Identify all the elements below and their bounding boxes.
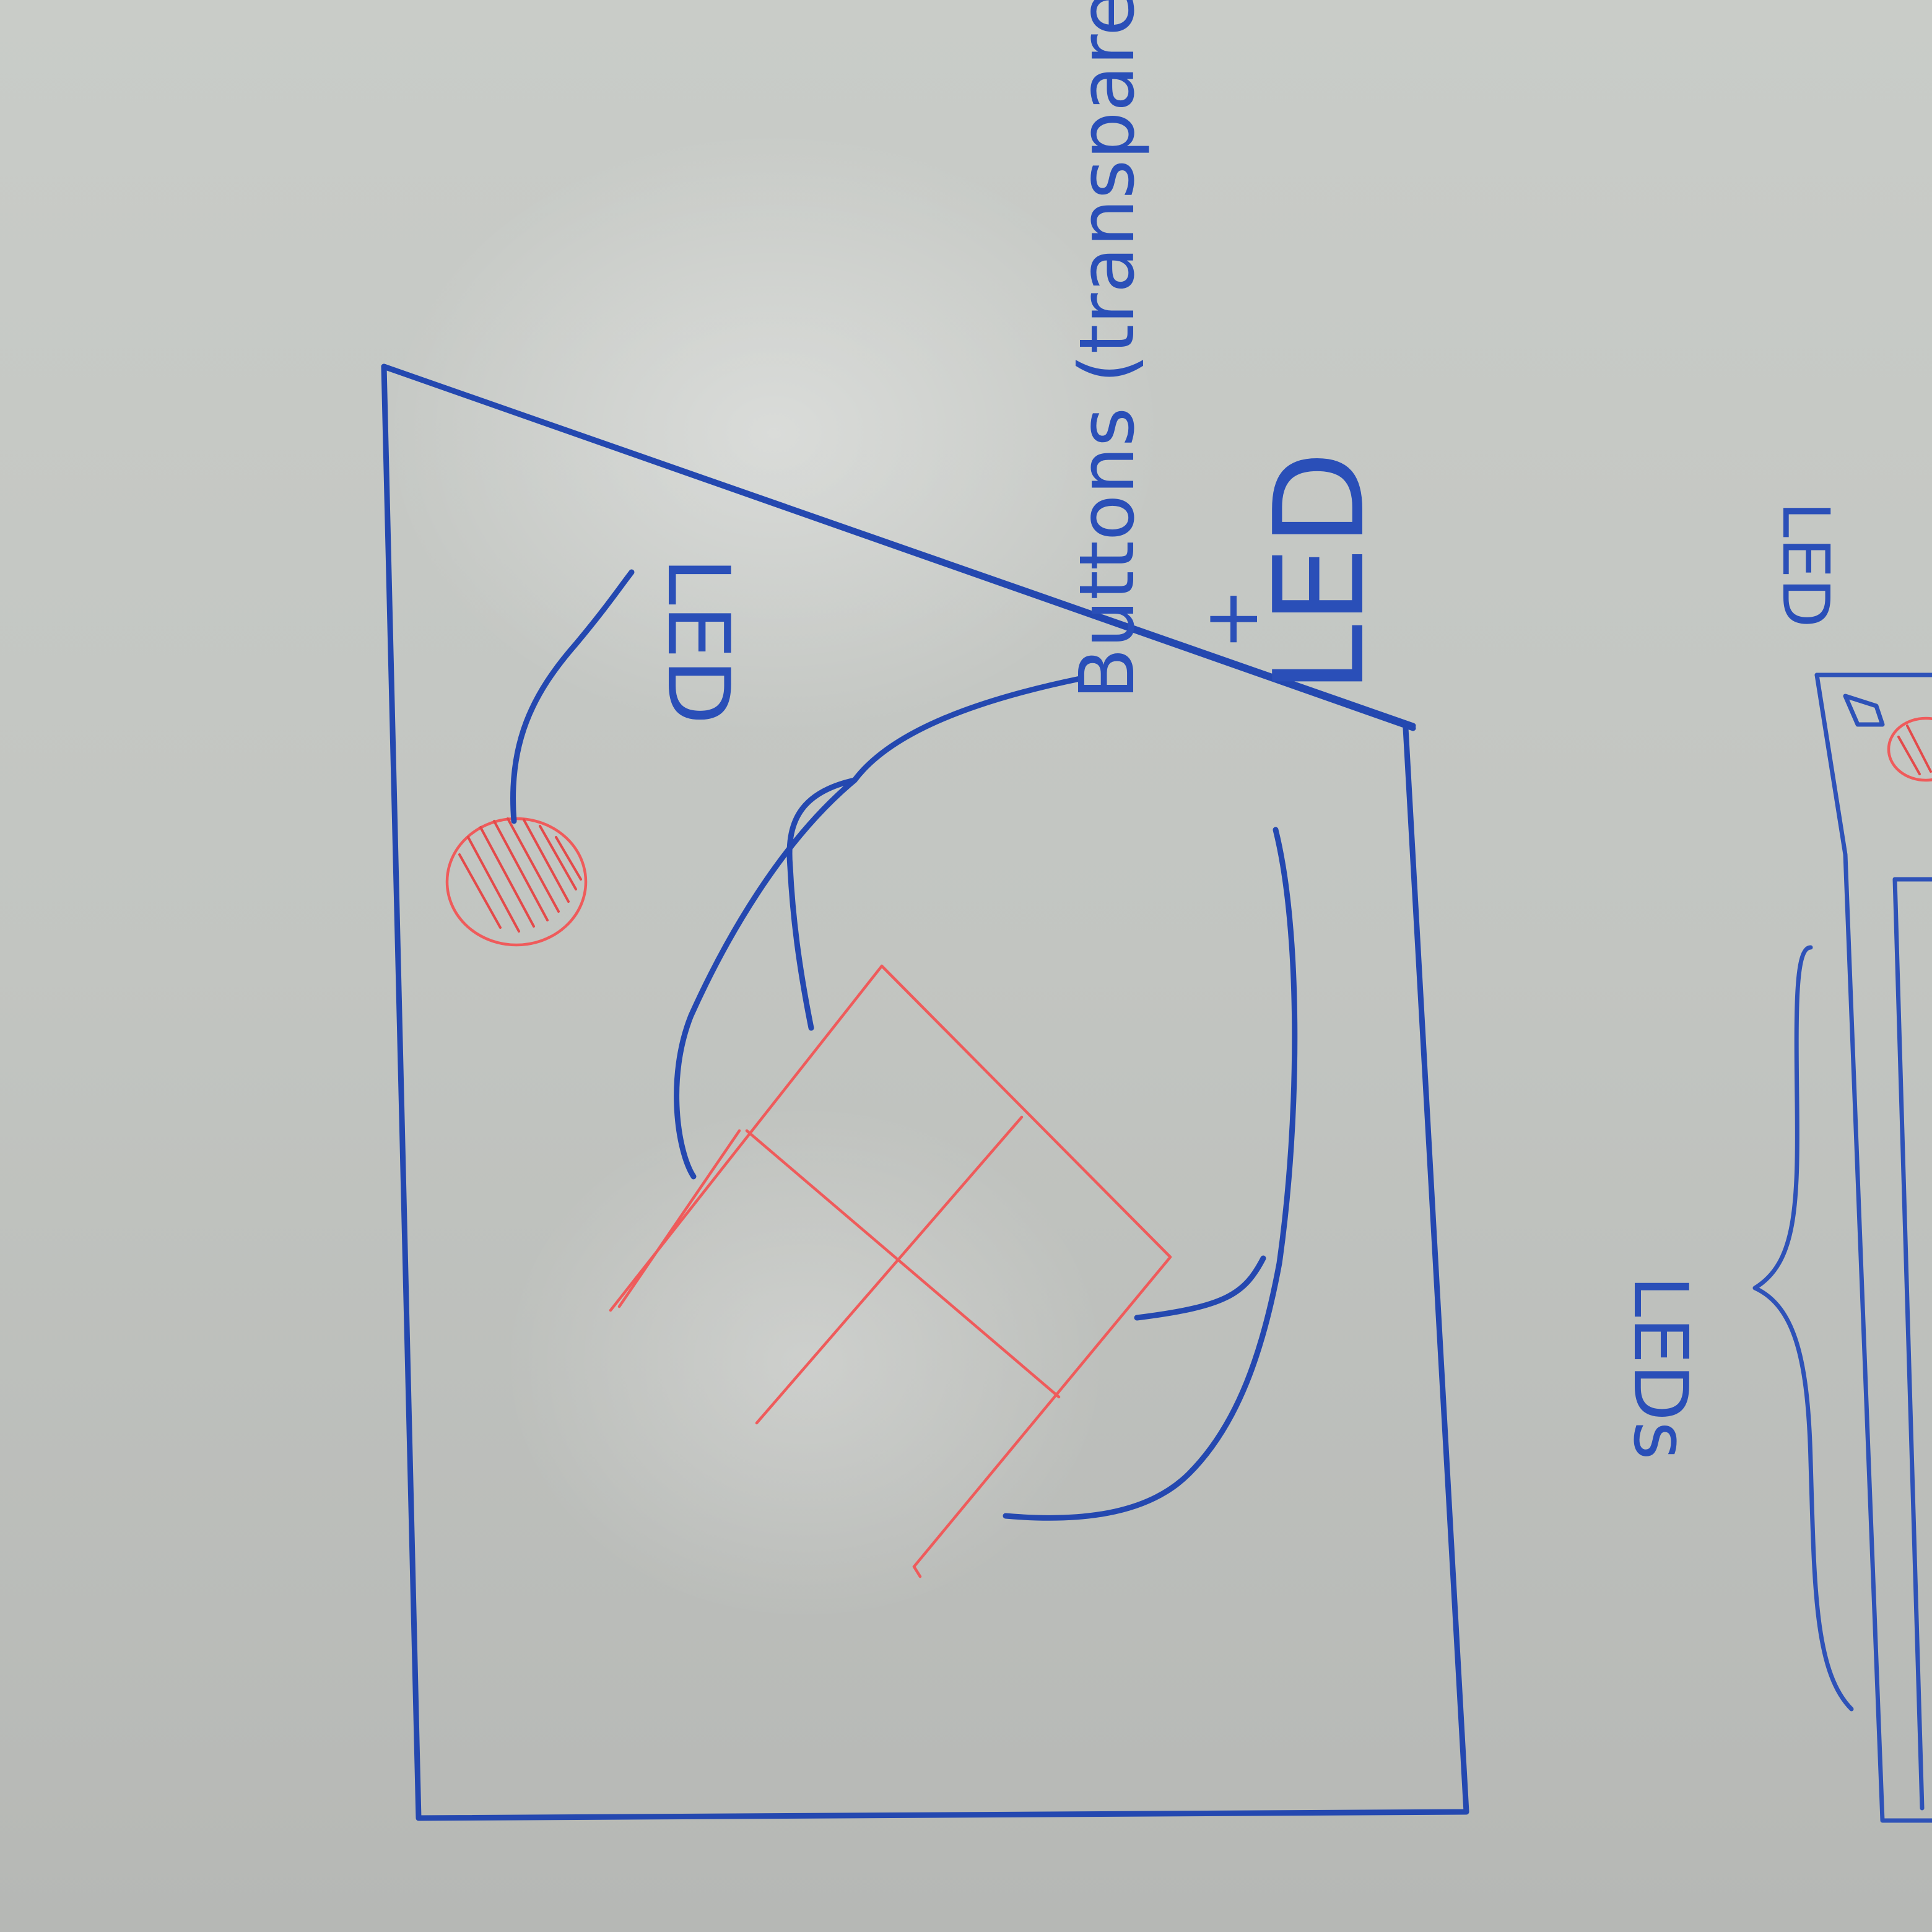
leds-label-bottom: LEDs: [1617, 1276, 1703, 1460]
plus-label: +: [1189, 588, 1275, 650]
led-indicator: [445, 817, 588, 947]
led-label-top: LED: [648, 557, 748, 724]
buttons-leader-line-1: [674, 676, 1083, 1180]
device-outline-top-edge: [381, 363, 1416, 729]
led-leader-line: [510, 569, 635, 824]
second-sketch: [1752, 672, 1932, 1823]
leds-brace: [1752, 945, 1854, 1712]
led-label-buttons: LED: [1248, 451, 1392, 694]
buttons-label: Buttons (transparent): [1063, 0, 1151, 700]
buttons-bracket-tick: [1134, 1255, 1266, 1321]
buttons-leader-line-2: [786, 777, 858, 1031]
button-grid: [609, 964, 1172, 1578]
buttons-bracket: [1003, 827, 1298, 1521]
led-label-right: LED: [1768, 502, 1843, 628]
